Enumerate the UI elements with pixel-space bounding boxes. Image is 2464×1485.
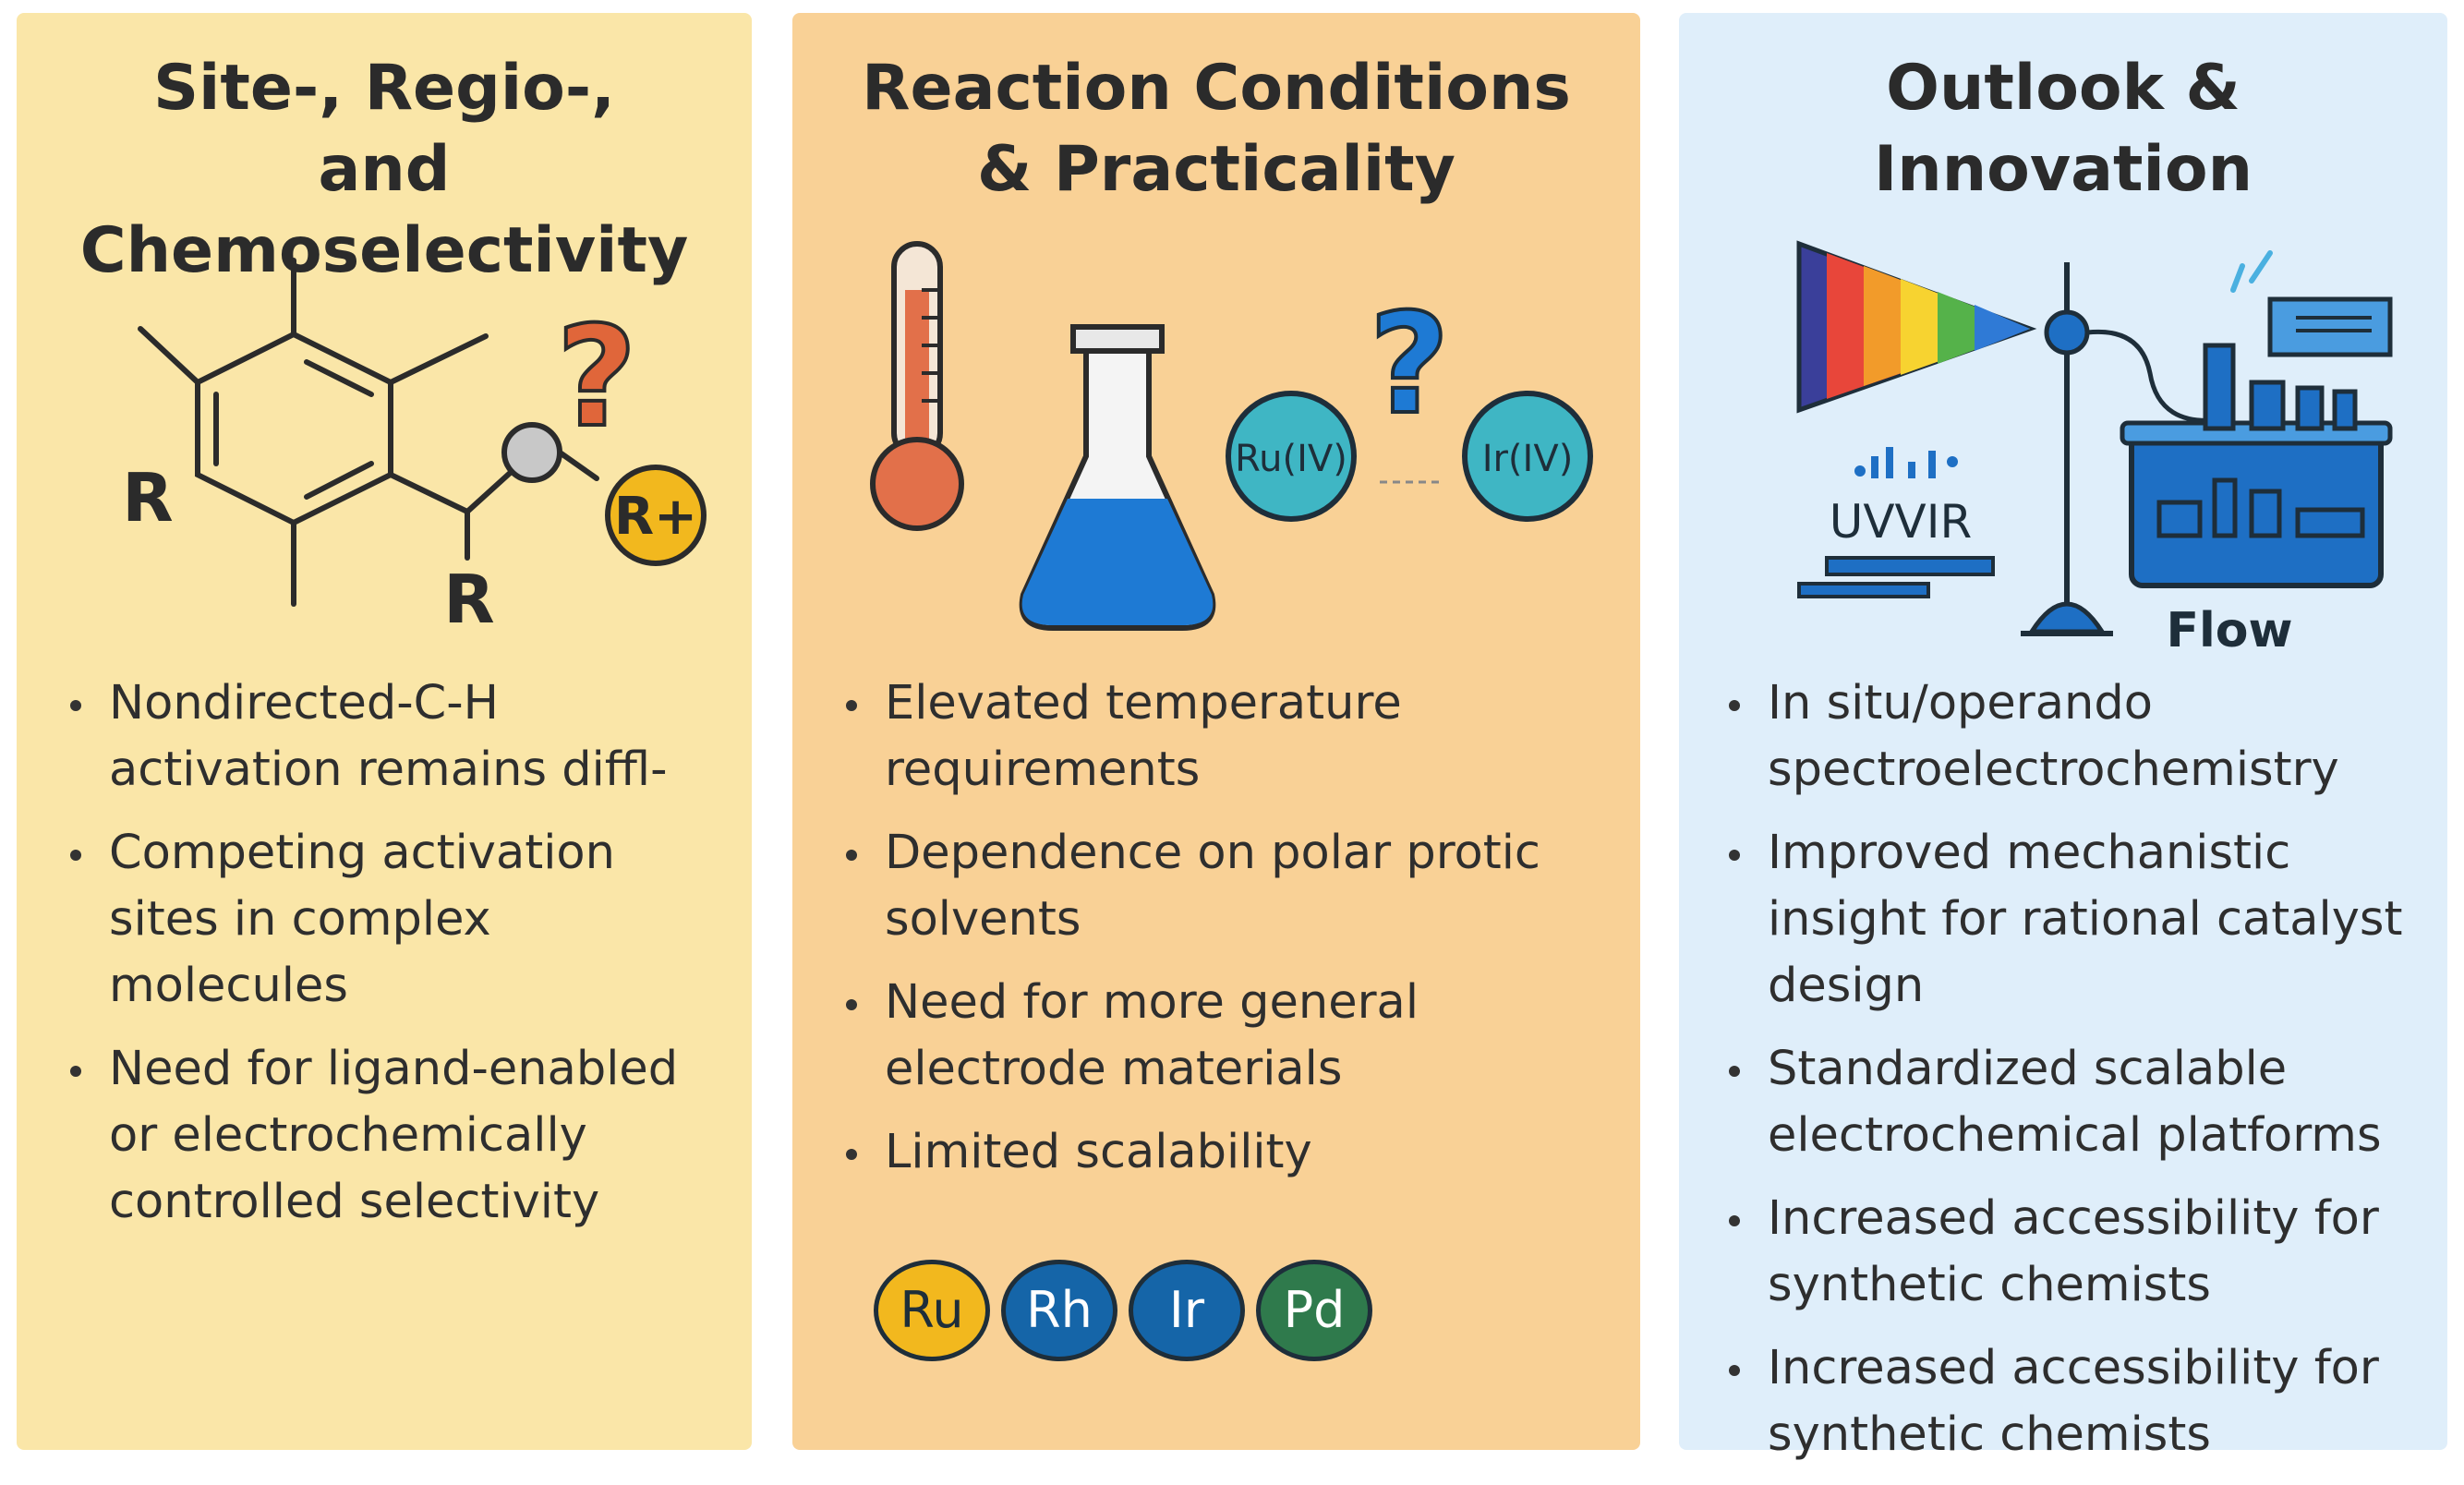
panel-title: Reaction Conditions & Practicality bbox=[862, 52, 1571, 206]
bullet-list: Nondirected-C-H activation remains diffl… bbox=[65, 670, 730, 1252]
panel-title: Outlook & Innovation bbox=[1874, 52, 2253, 206]
thermometer-icon bbox=[870, 241, 964, 531]
bullet-item: In situ/operando spectroelectrochemistry bbox=[1723, 670, 2444, 803]
metal-badge-pd: Pd bbox=[1256, 1260, 1372, 1361]
panel-title: Site-, Regio-, and Chemoselectivity bbox=[79, 52, 689, 287]
metal-badge-ru: Ru bbox=[874, 1260, 990, 1361]
metal-badge-ir: Ir bbox=[1129, 1260, 1245, 1361]
molecule-illustration: R+ ? R R bbox=[122, 258, 707, 638]
r-label: R bbox=[443, 561, 494, 638]
flow-reactor-icon bbox=[2129, 426, 2384, 588]
metal-badge-rh: Rh bbox=[1001, 1260, 1117, 1361]
bullet-list: In situ/operando spectroelectrochemistry… bbox=[1723, 670, 2444, 1485]
metal-bubbles-illustration: Ru(IV) Ir(IV) ? bbox=[1226, 299, 1593, 522]
panel-selectivity: Site-, Regio-, and Chemoselectivity R+ ?… bbox=[17, 13, 752, 1450]
bullet-item: Need for ligand-enabled or electrochemic… bbox=[65, 1036, 730, 1236]
bullet-item: Dependence on polar protic solvents bbox=[840, 820, 1616, 953]
bullet-item: Nondirected-C-H activation remains diffl… bbox=[65, 670, 730, 803]
panel-outlook: Outlook & Innovation UVVIR bbox=[1679, 13, 2447, 1462]
panel-conditions: Reaction Conditions & Practicality Ru(IV… bbox=[792, 13, 1640, 1450]
spectro-signal-icon bbox=[1854, 447, 1958, 478]
bullet-item: Increased accessibility for synthetic ch… bbox=[1723, 1186, 2444, 1319]
bullet-list: Elevated temperature requirements Depend… bbox=[840, 670, 1616, 1202]
spectrum-beam-icon bbox=[1796, 240, 2037, 414]
spectro-flow-illustration: UVVIR Flow bbox=[1796, 240, 2393, 658]
atom-circle bbox=[501, 422, 562, 483]
bullet-item: Improved mechanistic insight for rationa… bbox=[1723, 820, 2444, 1020]
svg-text:Ru(IV): Ru(IV) bbox=[1235, 438, 1347, 480]
bullet-item: Standardized scalable electrochemical pl… bbox=[1723, 1036, 2444, 1169]
bullet-item: Need for more general electrode material… bbox=[840, 970, 1616, 1103]
bullet-item: Elevated temperature requirements bbox=[840, 670, 1616, 803]
question-icon: ? bbox=[1369, 299, 1449, 445]
flask-icon bbox=[1019, 324, 1216, 631]
cation-circle bbox=[605, 465, 707, 566]
bullet-item: Limited scalability bbox=[840, 1119, 1616, 1186]
cation-label: R+ bbox=[614, 487, 697, 547]
flow-label: Flow bbox=[2166, 603, 2292, 658]
monitor-icon bbox=[2267, 296, 2393, 357]
bullet-item: Increased accessibility for synthetic ch… bbox=[1723, 1335, 2444, 1468]
svg-text:Ir(IV): Ir(IV) bbox=[1482, 438, 1574, 480]
question-icon: ? bbox=[556, 297, 636, 458]
metal-bubble-ru bbox=[1226, 391, 1357, 522]
metal-bubble-ir bbox=[1462, 391, 1593, 522]
spectro-label: UVVIR bbox=[1830, 495, 1973, 549]
r-label: R bbox=[122, 459, 173, 537]
bullet-item: Competing activation sites in complex mo… bbox=[65, 820, 730, 1020]
